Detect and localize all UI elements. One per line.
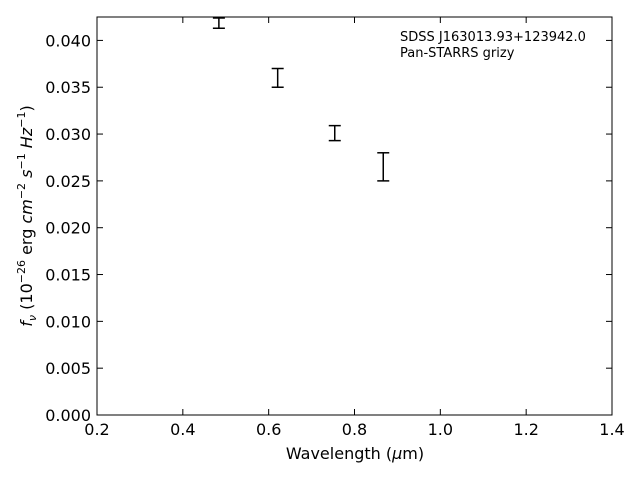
errorbar-point <box>212 17 225 29</box>
x-tick-label: 0.6 <box>256 420 281 439</box>
x-tick-label: 0.8 <box>342 420 367 439</box>
x-tick-label: 1.2 <box>513 420 538 439</box>
x-axis-ticks: 0.2 0.4 0.6 0.8 1.0 1.2 1.4 <box>84 17 625 439</box>
y-tick-label: 0.015 <box>45 266 91 285</box>
x-tick-label: 1.0 <box>428 420 453 439</box>
errorbar-point <box>271 67 284 88</box>
y-tick-label: 0.000 <box>45 406 91 425</box>
annotation-object-name: SDSS J163013.93+123942.0 <box>400 30 586 45</box>
y-tick-label: 0.030 <box>45 125 91 144</box>
errorbar-point <box>377 152 390 182</box>
errorbar-point <box>328 124 341 142</box>
data-points <box>212 17 390 182</box>
x-tick-label: 0.2 <box>84 420 109 439</box>
y-tick-label: 0.010 <box>45 312 91 331</box>
x-axis-title: Wavelength (μm) <box>286 444 424 463</box>
y-tick-label: 0.035 <box>45 78 91 97</box>
y-tick-label: 0.020 <box>45 219 91 238</box>
x-tick-label: 0.4 <box>170 420 195 439</box>
y-axis-ticks: 0.000 0.005 0.010 0.015 0.020 0.025 0.030 0.035… <box>45 31 612 425</box>
y-tick-label: 0.025 <box>45 172 91 191</box>
y-tick-label: 0.005 <box>45 359 91 378</box>
x-tick-label: 1.4 <box>599 420 624 439</box>
plot-frame <box>96 16 613 416</box>
y-axis-title: fν (10−26 erg cm−2 s−1 Hz−1) <box>15 105 39 326</box>
annotation-survey: Pan-STARRS grizy <box>400 46 515 61</box>
y-tick-label: 0.040 <box>45 31 91 50</box>
